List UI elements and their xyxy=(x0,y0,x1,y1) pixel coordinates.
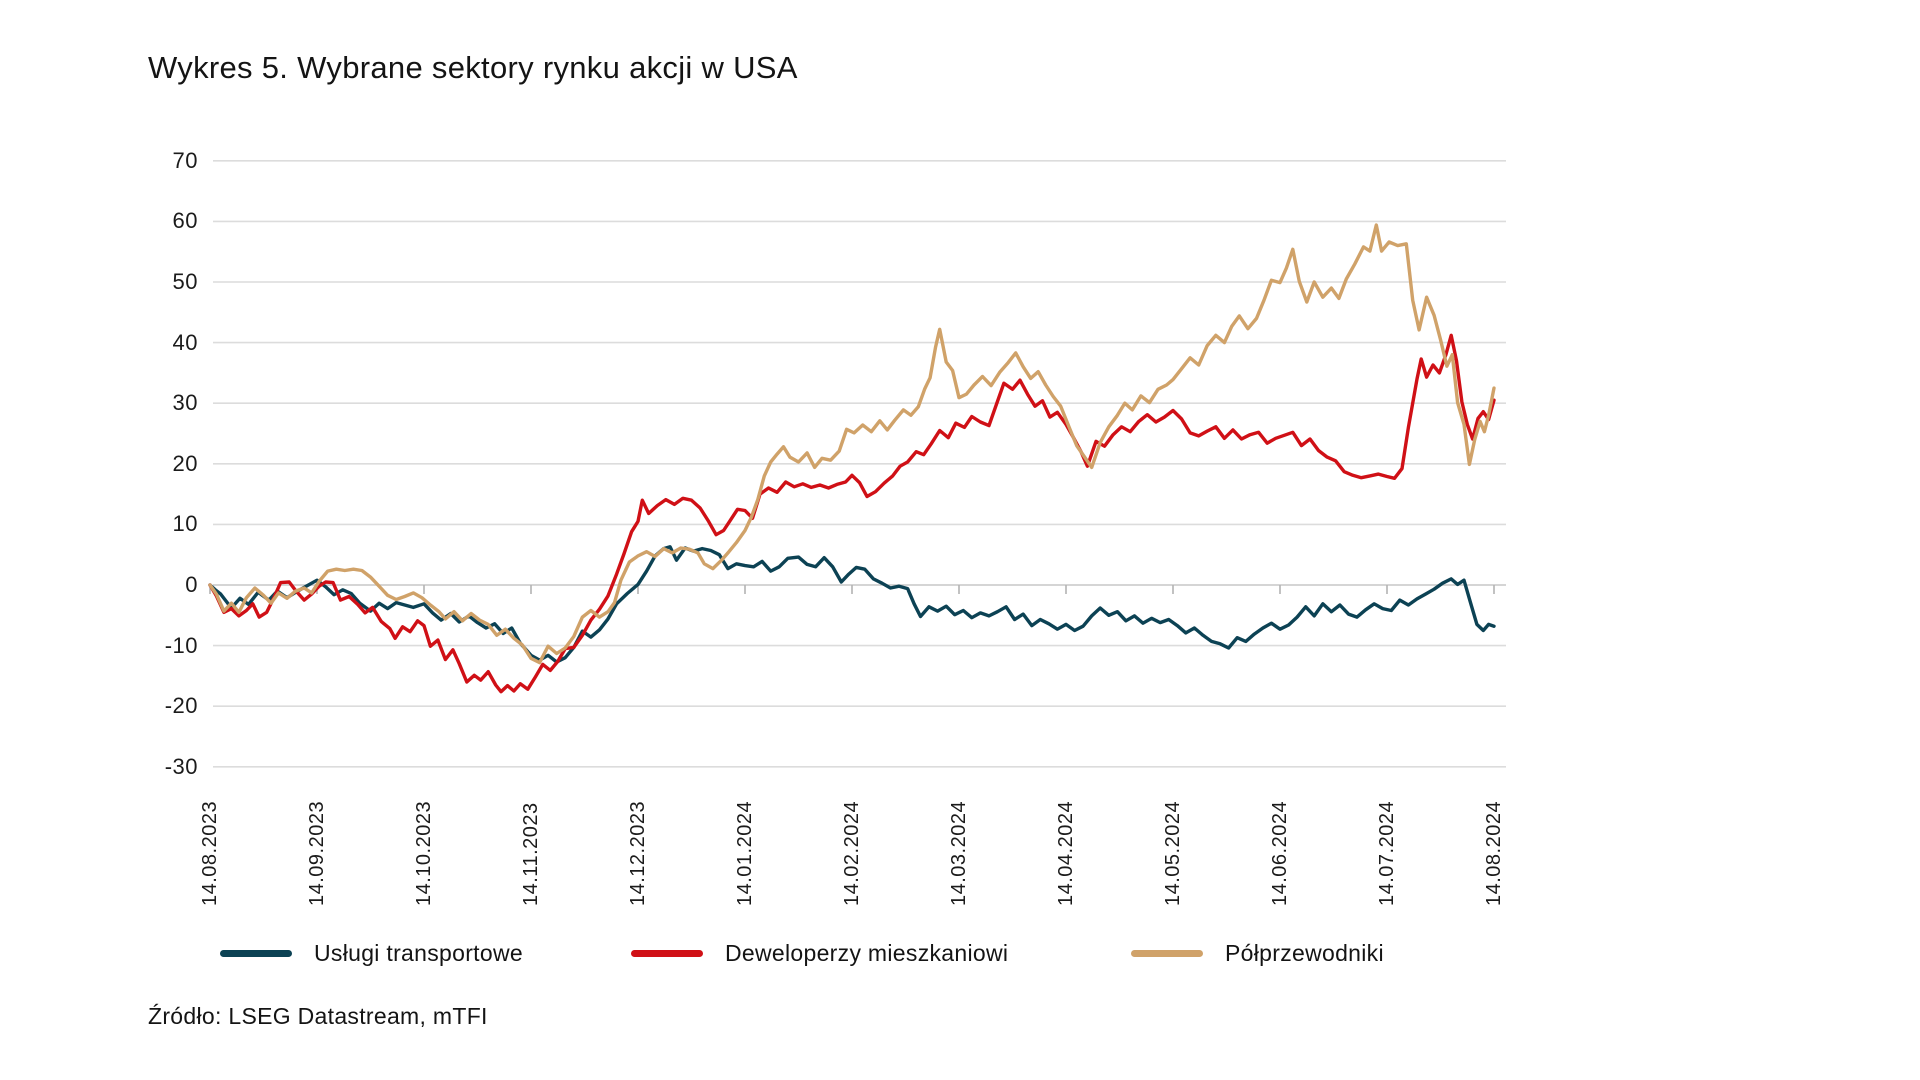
legend-swatch-teal-line-icon xyxy=(220,949,292,957)
legend-label: Deweloperzy mieszkaniowi xyxy=(725,939,1009,966)
series-line-1 xyxy=(208,333,1496,694)
legend-item-uslugi-transportowe: Usługi transportowe xyxy=(220,936,523,970)
series-line-0 xyxy=(208,545,1496,664)
legend-item-deweloperzy-mieszkaniowi: Deweloperzy mieszkaniowi xyxy=(631,936,1008,970)
legend-swatch-tan-line-icon xyxy=(1131,949,1203,957)
legend-item-polprzewodniki: Półprzewodniki xyxy=(1131,936,1384,970)
page-title: Wykres 5. Wybrane sektory rynku akcji w … xyxy=(148,50,798,85)
legend: Usługi transportowe Deweloperzy mieszkan… xyxy=(0,936,1920,970)
series-line-2 xyxy=(208,223,1496,665)
legend-label: Półprzewodniki xyxy=(1225,939,1384,966)
source-note: Źródło: LSEG Datastream, mTFI xyxy=(148,1003,488,1029)
legend-label: Usługi transportowe xyxy=(314,939,523,966)
legend-swatch-red-line-icon xyxy=(631,949,703,957)
